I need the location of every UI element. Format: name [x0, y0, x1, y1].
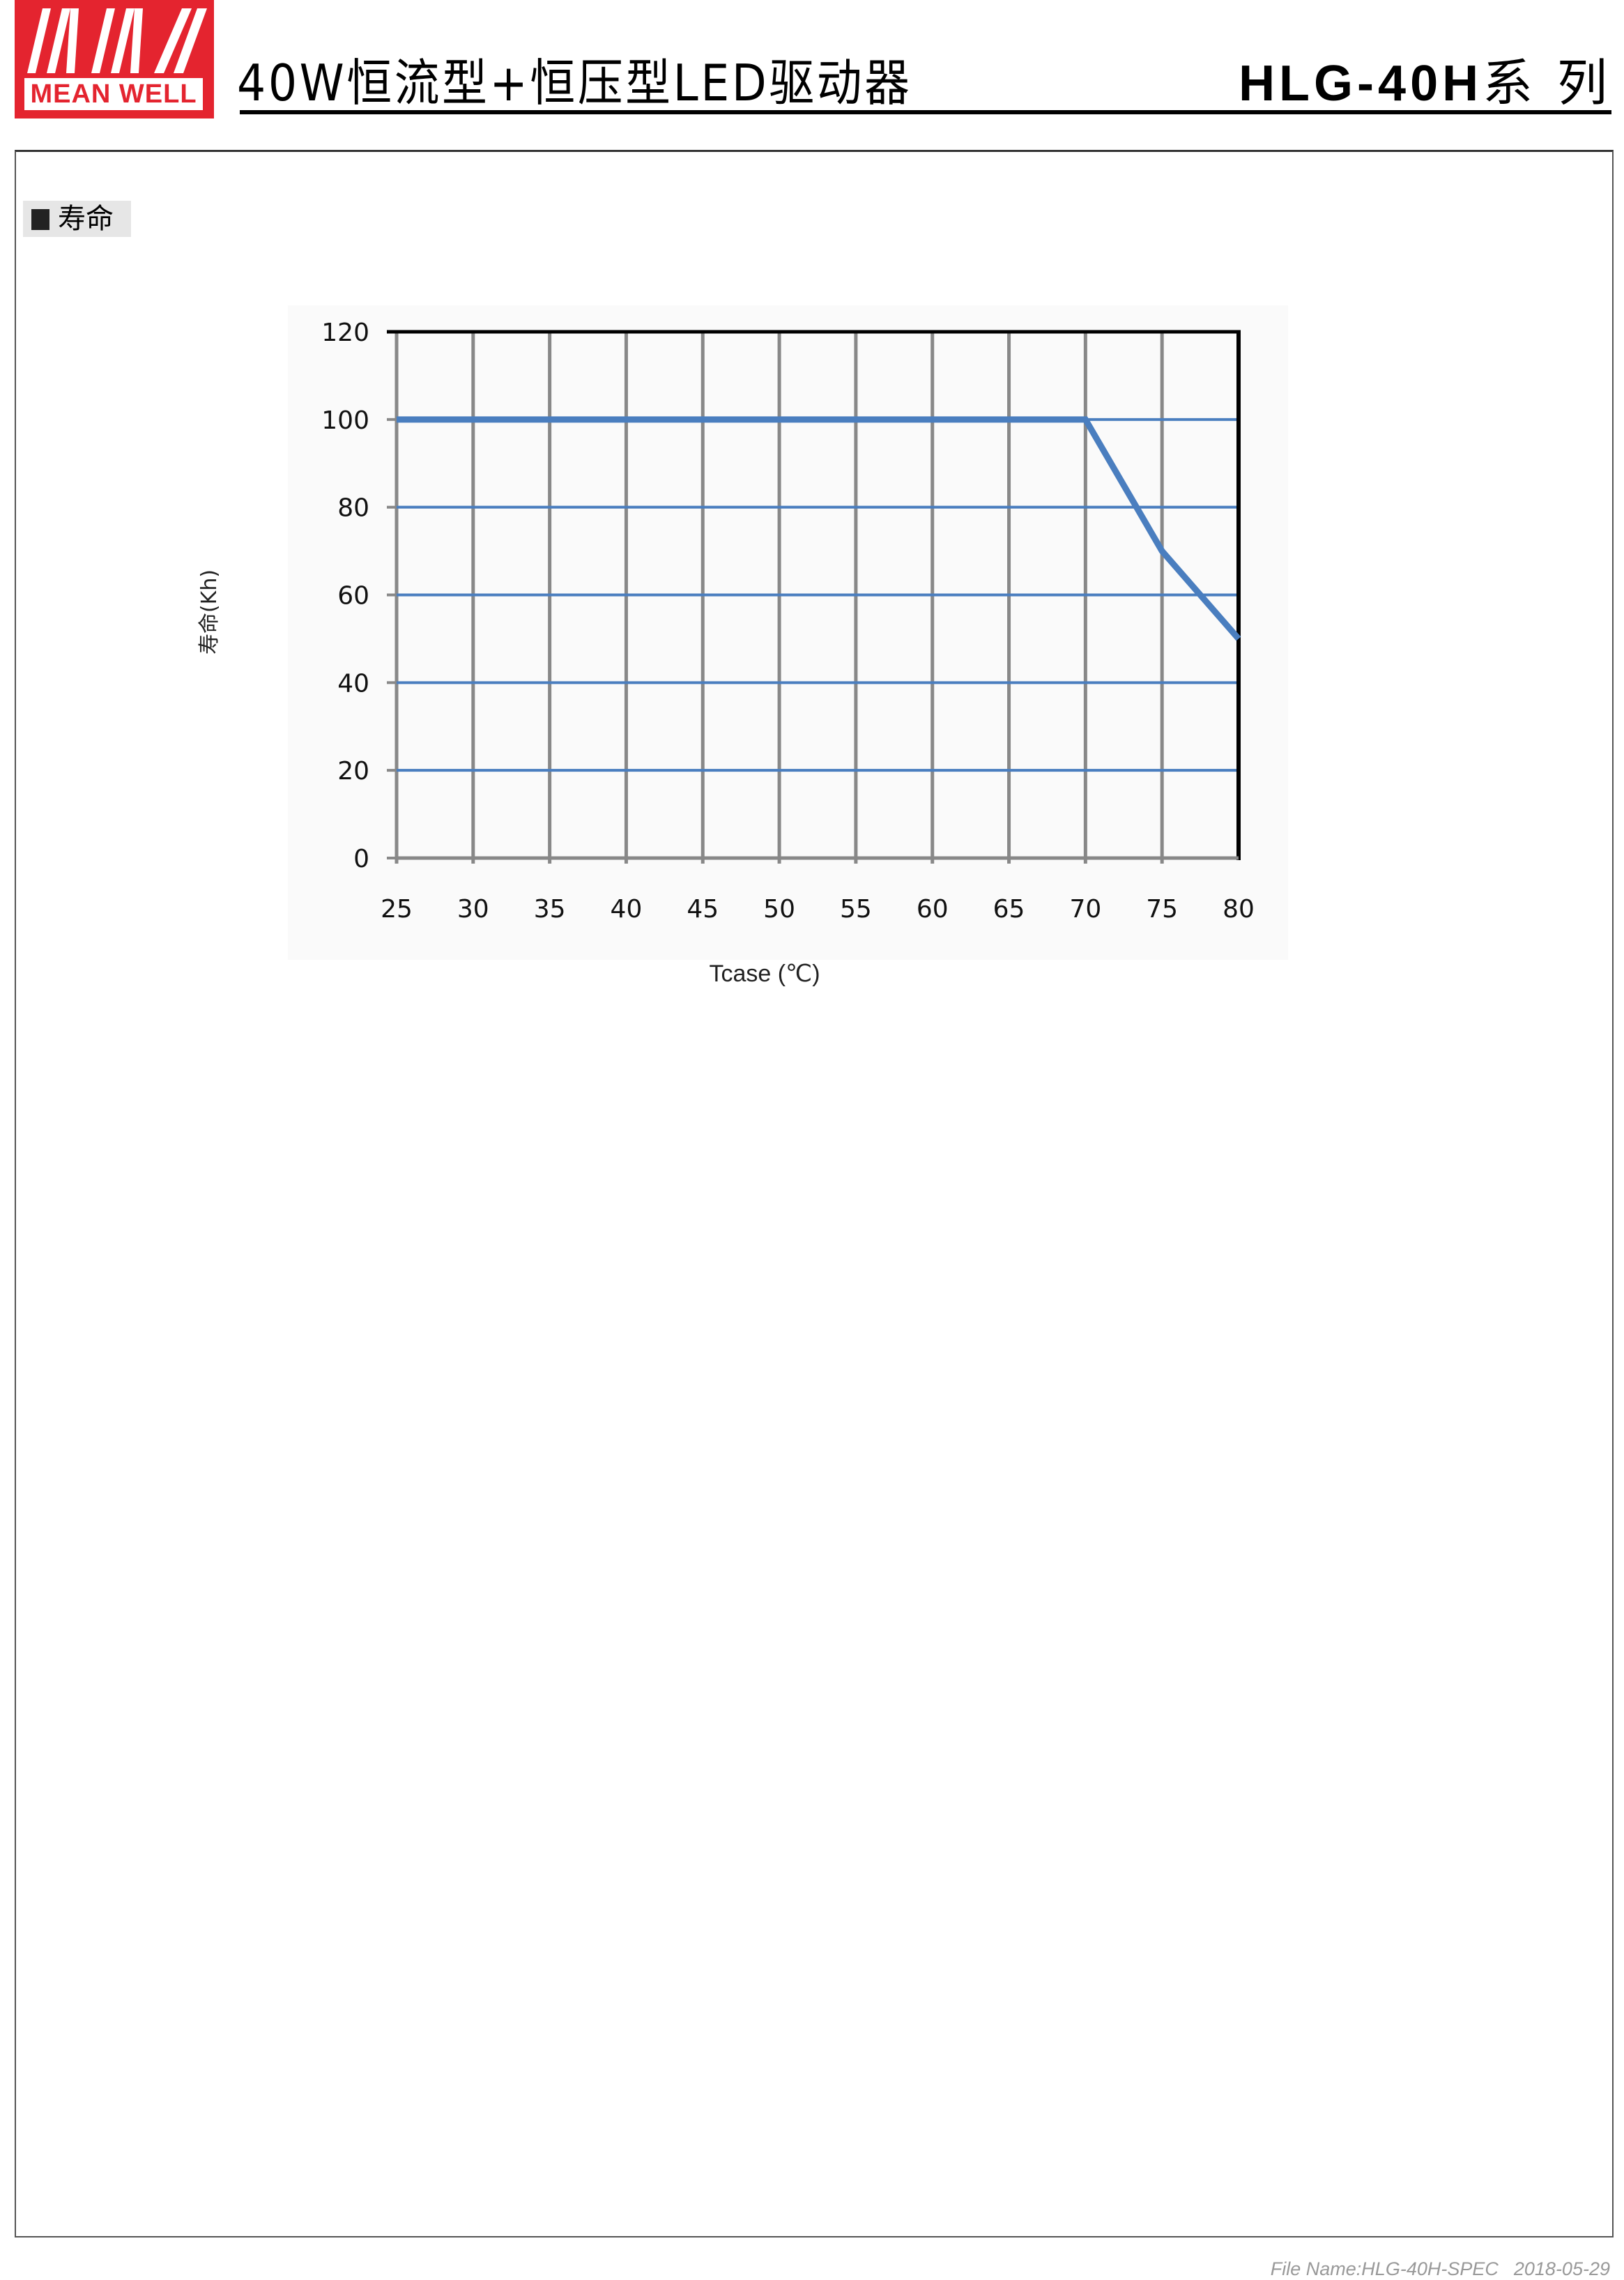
content-frame	[15, 150, 1614, 2237]
section-heading: 寿命	[23, 201, 131, 237]
logo-text: MEAN WELL	[24, 78, 203, 110]
section-label: 寿命	[58, 203, 114, 235]
y-tick-label: 120	[321, 319, 369, 347]
y-tick-label: 0	[353, 845, 369, 873]
x-tick-label: 25	[381, 895, 413, 924]
series-suffix: 系 列	[1483, 54, 1611, 112]
x-tick-label: 70	[1069, 895, 1101, 924]
y-tick-label: 40	[337, 669, 369, 698]
y-tick-label: 80	[337, 494, 369, 523]
x-tick-label: 80	[1223, 895, 1255, 924]
chart-background	[288, 305, 1288, 960]
x-tick-label: 60	[917, 895, 949, 924]
x-axis-label: Tcase (℃)	[709, 961, 820, 987]
footer: File Name:HLG-40H-SPEC 2018-05-29	[1255, 2258, 1610, 2280]
y-tick-label: 20	[337, 757, 369, 786]
file-name: File Name:HLG-40H-SPEC	[1270, 2258, 1499, 2279]
model-name: HLG-40H	[1239, 56, 1483, 112]
footer-date: 2018-05-29	[1513, 2258, 1610, 2279]
x-tick-label: 55	[840, 895, 872, 924]
series-title: HLG-40H系 列	[1239, 42, 1611, 115]
lifetime-curve	[397, 416, 1241, 641]
page-title: 40W恒流型+恒压型LED驱动器	[237, 54, 912, 112]
y-tick-label: 100	[321, 406, 369, 435]
square-bullet-icon	[31, 209, 49, 230]
x-tick-label: 30	[457, 895, 489, 924]
mean-well-logo: MEAN WELL	[15, 0, 214, 118]
x-tick-label: 45	[687, 895, 719, 924]
header-rule	[240, 110, 1611, 114]
x-tick-label: 40	[611, 895, 643, 924]
y-axis-label: 寿命(Kh)	[197, 569, 222, 655]
x-tick-label: 65	[993, 895, 1025, 924]
x-tick-label: 75	[1146, 895, 1178, 924]
mw-logo-mark	[27, 8, 207, 73]
x-tick-label: 50	[763, 895, 795, 924]
y-tick-label: 60	[337, 582, 369, 611]
x-tick-label: 35	[534, 895, 566, 924]
lifetime-chart: 25 30 35 40 45 50 55 60 65 70 75 80020406080100120 …	[197, 305, 1288, 987]
